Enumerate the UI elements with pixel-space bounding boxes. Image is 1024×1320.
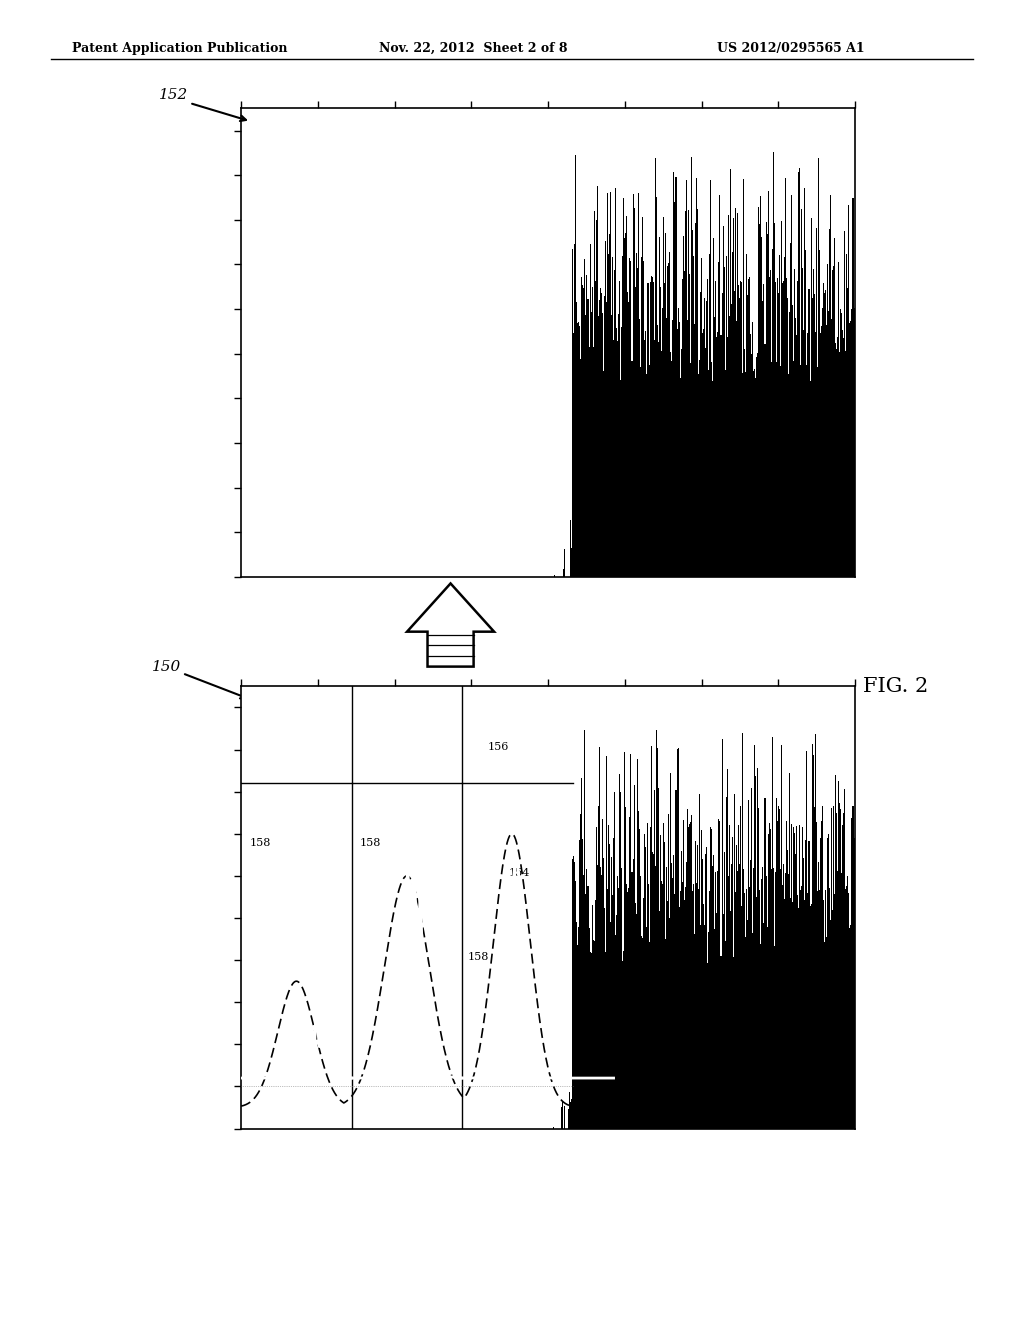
Text: 154: 154 xyxy=(508,869,529,878)
Text: US 2012/0295565 A1: US 2012/0295565 A1 xyxy=(717,42,864,55)
Text: 158: 158 xyxy=(467,952,488,962)
Text: 158: 158 xyxy=(249,838,270,849)
Text: 156: 156 xyxy=(487,742,509,751)
Text: 152: 152 xyxy=(159,88,188,102)
Text: Nov. 22, 2012  Sheet 2 of 8: Nov. 22, 2012 Sheet 2 of 8 xyxy=(379,42,567,55)
Text: 158: 158 xyxy=(359,838,381,849)
Text: Patent Application Publication: Patent Application Publication xyxy=(72,42,287,55)
Text: 150: 150 xyxy=(152,660,181,673)
Text: FIG. 2: FIG. 2 xyxy=(863,677,929,696)
